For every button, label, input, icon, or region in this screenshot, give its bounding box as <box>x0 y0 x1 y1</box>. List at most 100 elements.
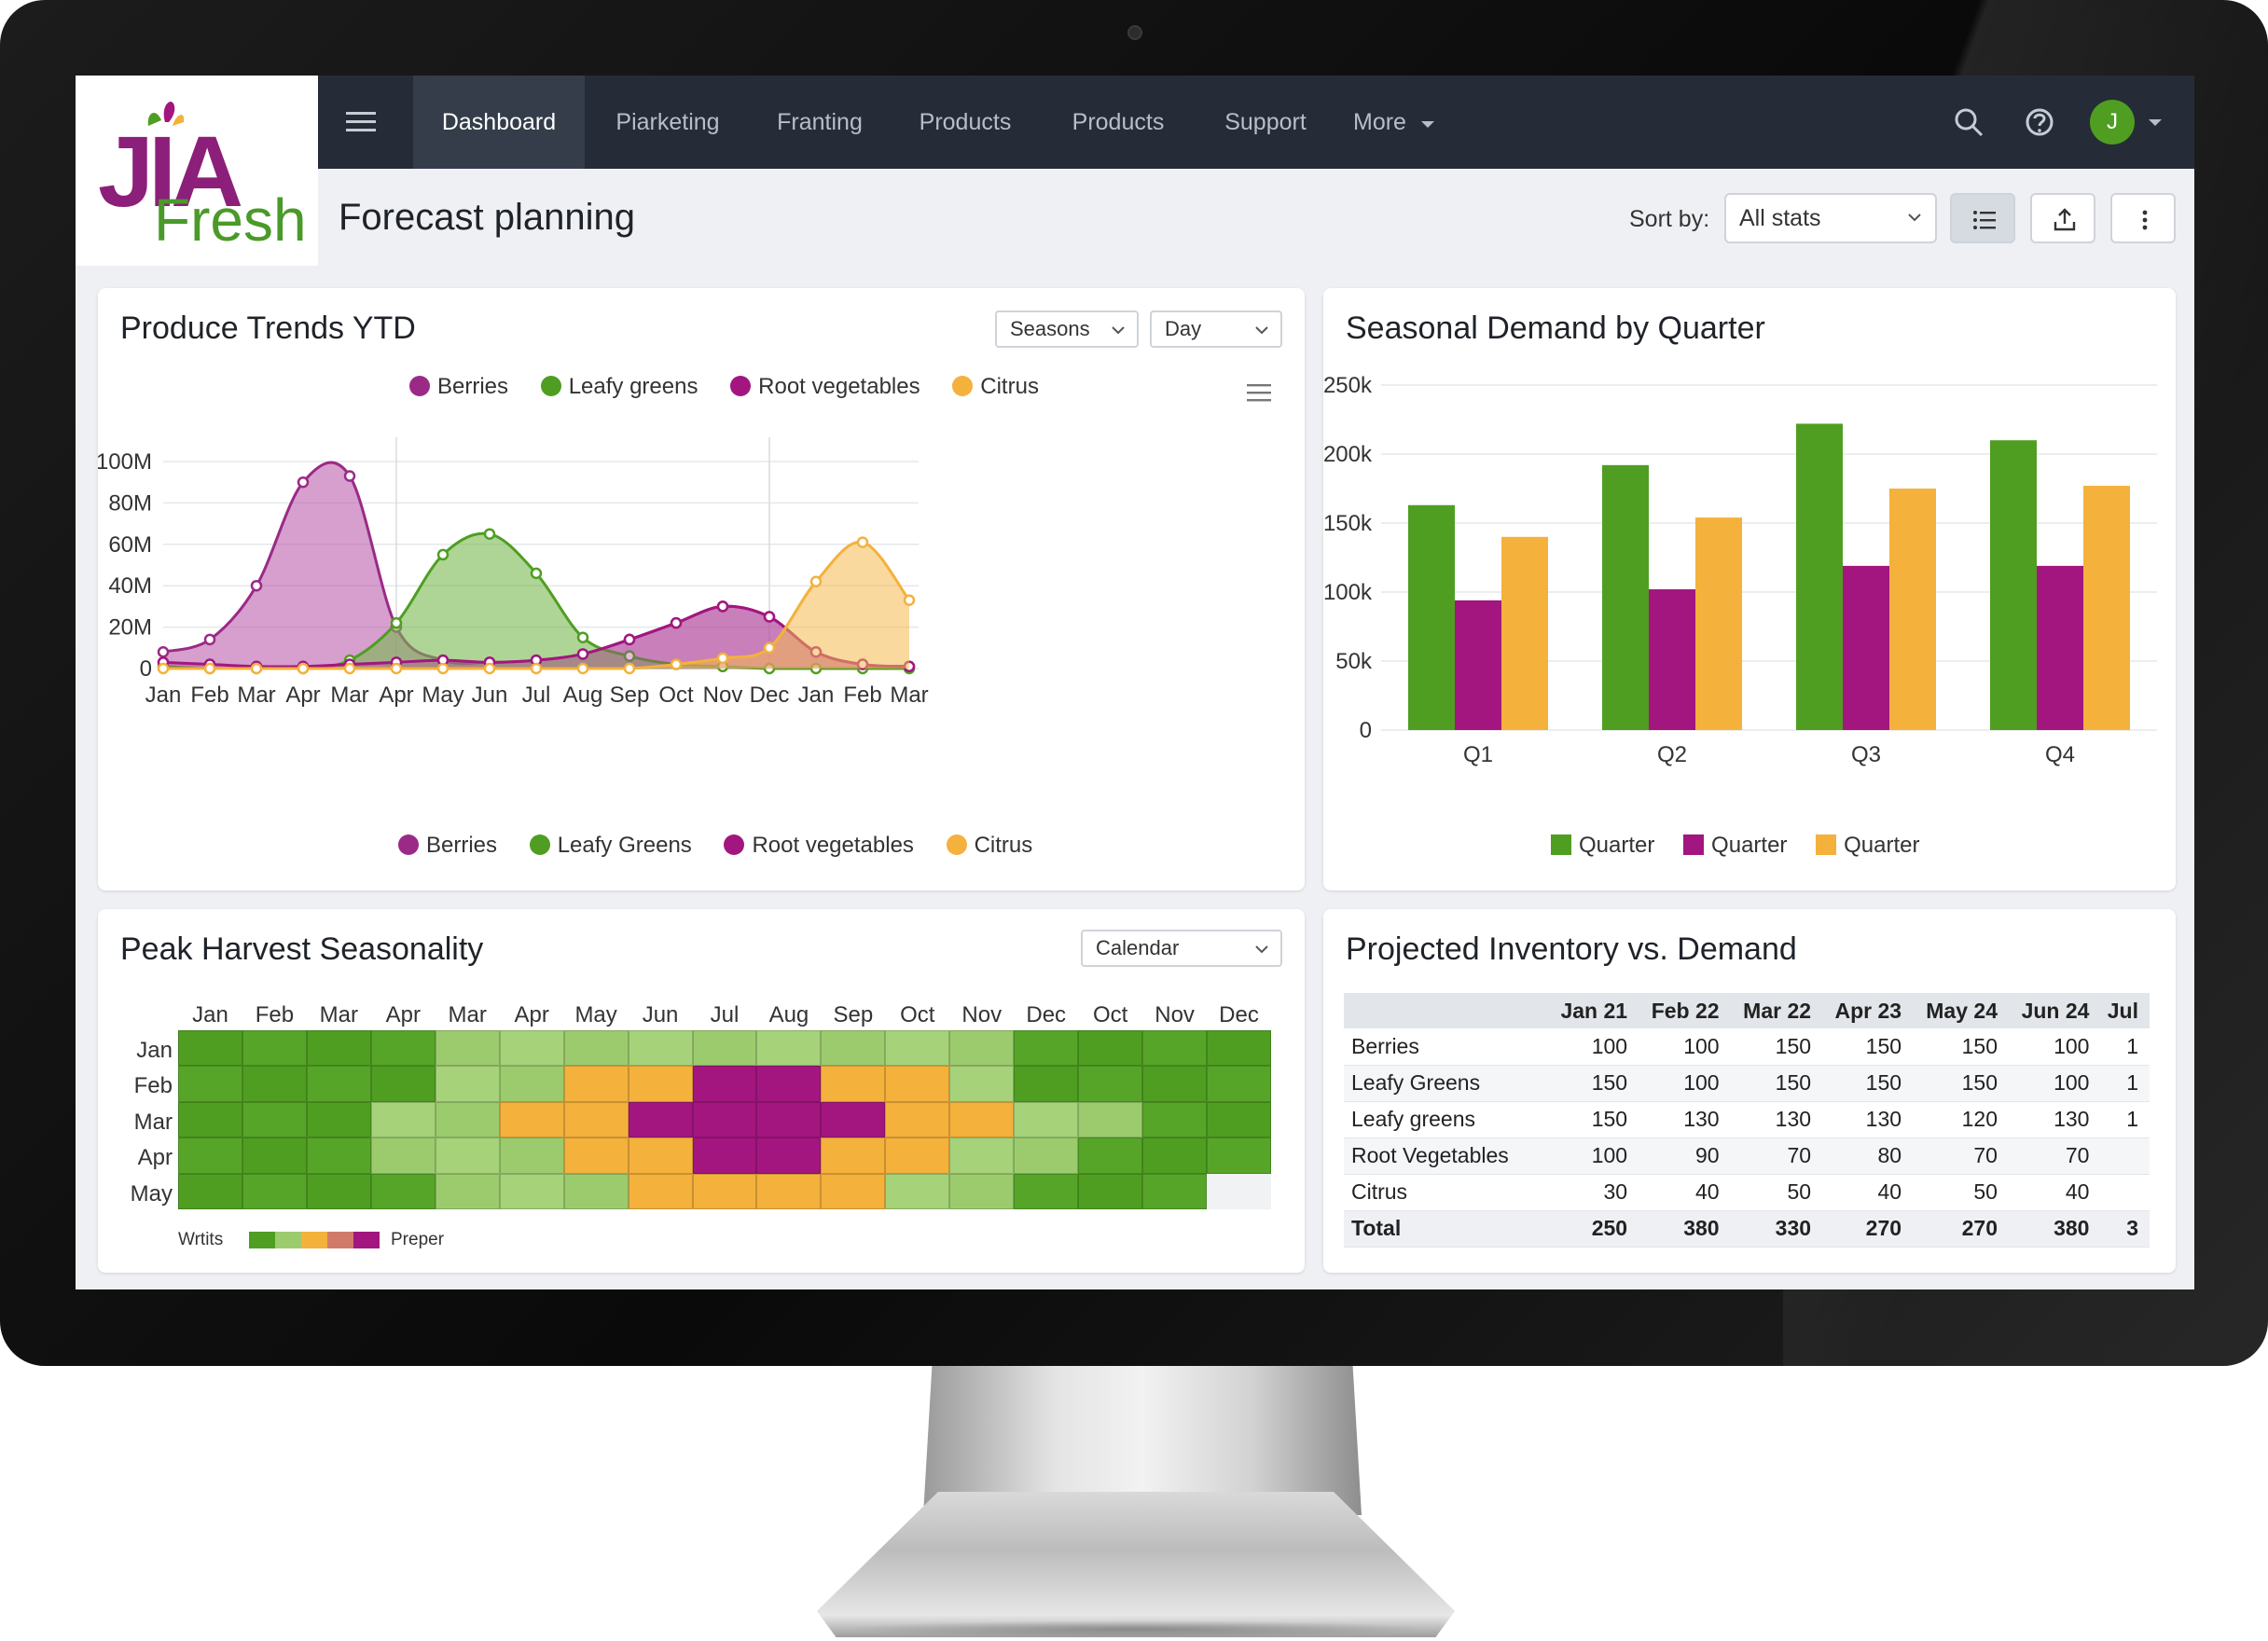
data-point[interactable] <box>203 633 216 646</box>
legend-item[interactable]: Root vegetables <box>730 374 920 400</box>
sort-select[interactable]: All stats <box>1724 193 1937 243</box>
heatmap-cell[interactable] <box>499 1173 564 1209</box>
heatmap-cell[interactable] <box>821 1030 886 1067</box>
legend-item[interactable]: Berries <box>398 833 497 859</box>
data-point[interactable] <box>483 662 496 675</box>
nav-more[interactable]: More <box>1336 76 1448 169</box>
bar[interactable] <box>2037 565 2083 730</box>
heatmap-cell[interactable] <box>692 1173 757 1209</box>
data-point[interactable] <box>903 594 916 606</box>
table-row[interactable]: Root Vegetables 100 90 70 80 70 70 <box>1344 1138 2150 1175</box>
heatmap-cell[interactable] <box>178 1101 242 1138</box>
heatmap-cell[interactable] <box>563 1066 629 1102</box>
bar[interactable] <box>1602 464 1649 730</box>
legend-item[interactable]: Quarter <box>1683 833 1787 859</box>
more-options-button[interactable] <box>2110 193 2176 243</box>
data-point[interactable] <box>157 645 170 658</box>
legend-item[interactable]: Berries <box>409 374 508 400</box>
heatmap-cell[interactable] <box>756 1030 822 1067</box>
data-point[interactable] <box>623 662 636 675</box>
heatmap-cell[interactable] <box>1078 1173 1143 1209</box>
export-button[interactable] <box>2030 193 2095 243</box>
bar[interactable] <box>1796 423 1843 730</box>
legend-item[interactable]: Quarter <box>1551 833 1654 859</box>
table-column-header[interactable]: Apr 23 <box>1822 993 1914 1028</box>
heatmap-cell[interactable] <box>1207 1138 1271 1174</box>
heatmap-cell[interactable] <box>499 1101 564 1138</box>
data-point[interactable] <box>623 633 636 646</box>
table-row[interactable]: Leafy greens 150 130 130 130 120 130 1 <box>1344 1101 2150 1138</box>
heatmap-cell[interactable] <box>1014 1030 1079 1067</box>
table-column-header[interactable]: Jul <box>2100 993 2150 1028</box>
heatmap-cell[interactable] <box>499 1138 564 1174</box>
heatmap-cell[interactable] <box>563 1030 629 1067</box>
heatmap-cell[interactable] <box>1014 1066 1079 1102</box>
legend-item[interactable]: Citrus <box>952 374 1039 400</box>
heatmap-cell[interactable] <box>178 1173 242 1209</box>
heatmap-cell[interactable] <box>1207 1173 1271 1209</box>
heatmap-cell[interactable] <box>242 1173 307 1209</box>
heatmap-cell[interactable] <box>885 1101 950 1138</box>
data-point[interactable] <box>576 662 589 675</box>
legend-item[interactable]: Root vegetables <box>724 833 914 859</box>
bar[interactable] <box>1990 440 2037 730</box>
data-point[interactable] <box>343 470 356 482</box>
heatmap-cell[interactable] <box>628 1138 693 1174</box>
table-row[interactable]: Citrus 30 40 50 40 50 40 <box>1344 1174 2150 1211</box>
data-point[interactable] <box>763 641 776 655</box>
heatmap-cell[interactable] <box>499 1030 564 1067</box>
data-point[interactable] <box>670 616 683 629</box>
data-point[interactable] <box>623 650 636 662</box>
data-point[interactable] <box>436 548 449 561</box>
data-point[interactable] <box>670 658 683 670</box>
avatar[interactable]: J <box>2090 100 2135 145</box>
heatmap-cell[interactable] <box>178 1030 242 1067</box>
bar[interactable] <box>1455 600 1501 730</box>
seasons-select[interactable]: Seasons <box>995 310 1139 348</box>
heatmap-cell[interactable] <box>370 1030 436 1067</box>
nav-dashboard[interactable]: Dashboard <box>413 76 585 169</box>
nav-products-2[interactable]: Products <box>1072 109 1165 135</box>
hamburger-menu-icon[interactable] <box>346 109 376 135</box>
heatmap-cell[interactable] <box>242 1030 307 1067</box>
heatmap-cell[interactable] <box>949 1101 1015 1138</box>
heatmap-cell[interactable] <box>563 1173 629 1209</box>
heatmap-cell[interactable] <box>628 1101 693 1138</box>
heatmap-cell[interactable] <box>1078 1030 1143 1067</box>
nav-franting[interactable]: Franting <box>777 109 863 135</box>
heatmap-cell[interactable] <box>949 1030 1015 1067</box>
day-select[interactable]: Day <box>1150 310 1282 348</box>
heatmap-cell[interactable] <box>370 1101 436 1138</box>
heatmap-cell[interactable] <box>692 1138 757 1174</box>
bar[interactable] <box>1889 489 1936 730</box>
nav-support[interactable]: Support <box>1224 109 1307 135</box>
heatmap-cell[interactable] <box>949 1066 1015 1102</box>
heatmap-cell[interactable] <box>1014 1138 1079 1174</box>
heatmap-cell[interactable] <box>435 1066 500 1102</box>
heatmap-cell[interactable] <box>692 1030 757 1067</box>
heatmap-cell[interactable] <box>242 1066 307 1102</box>
heatmap-cell[interactable] <box>1207 1030 1271 1067</box>
heatmap-cell[interactable] <box>949 1173 1015 1209</box>
heatmap-cell[interactable] <box>1207 1101 1271 1138</box>
data-point[interactable] <box>576 631 589 643</box>
heatmap-cell[interactable] <box>306 1173 371 1209</box>
data-point[interactable] <box>390 662 403 675</box>
heatmap-cell[interactable] <box>242 1101 307 1138</box>
heatmap-cell[interactable] <box>628 1066 693 1102</box>
nav-piarketing[interactable]: Piarketing <box>615 109 720 135</box>
heatmap-cell[interactable] <box>756 1173 822 1209</box>
data-point[interactable] <box>250 579 263 592</box>
legend-item[interactable]: Citrus <box>946 833 1032 859</box>
heatmap-cell[interactable] <box>563 1101 629 1138</box>
bar[interactable] <box>1501 536 1548 730</box>
heatmap-cell[interactable] <box>178 1138 242 1174</box>
table-column-header[interactable]: Feb 22 <box>1639 993 1731 1028</box>
data-point[interactable] <box>157 662 170 675</box>
heatmap-cell[interactable] <box>306 1066 371 1102</box>
heatmap-cell[interactable] <box>242 1138 307 1174</box>
data-point[interactable] <box>716 652 729 665</box>
heatmap-cell[interactable] <box>1014 1101 1079 1138</box>
data-point[interactable] <box>576 648 589 660</box>
legend-item[interactable]: Leafy greens <box>540 374 698 400</box>
